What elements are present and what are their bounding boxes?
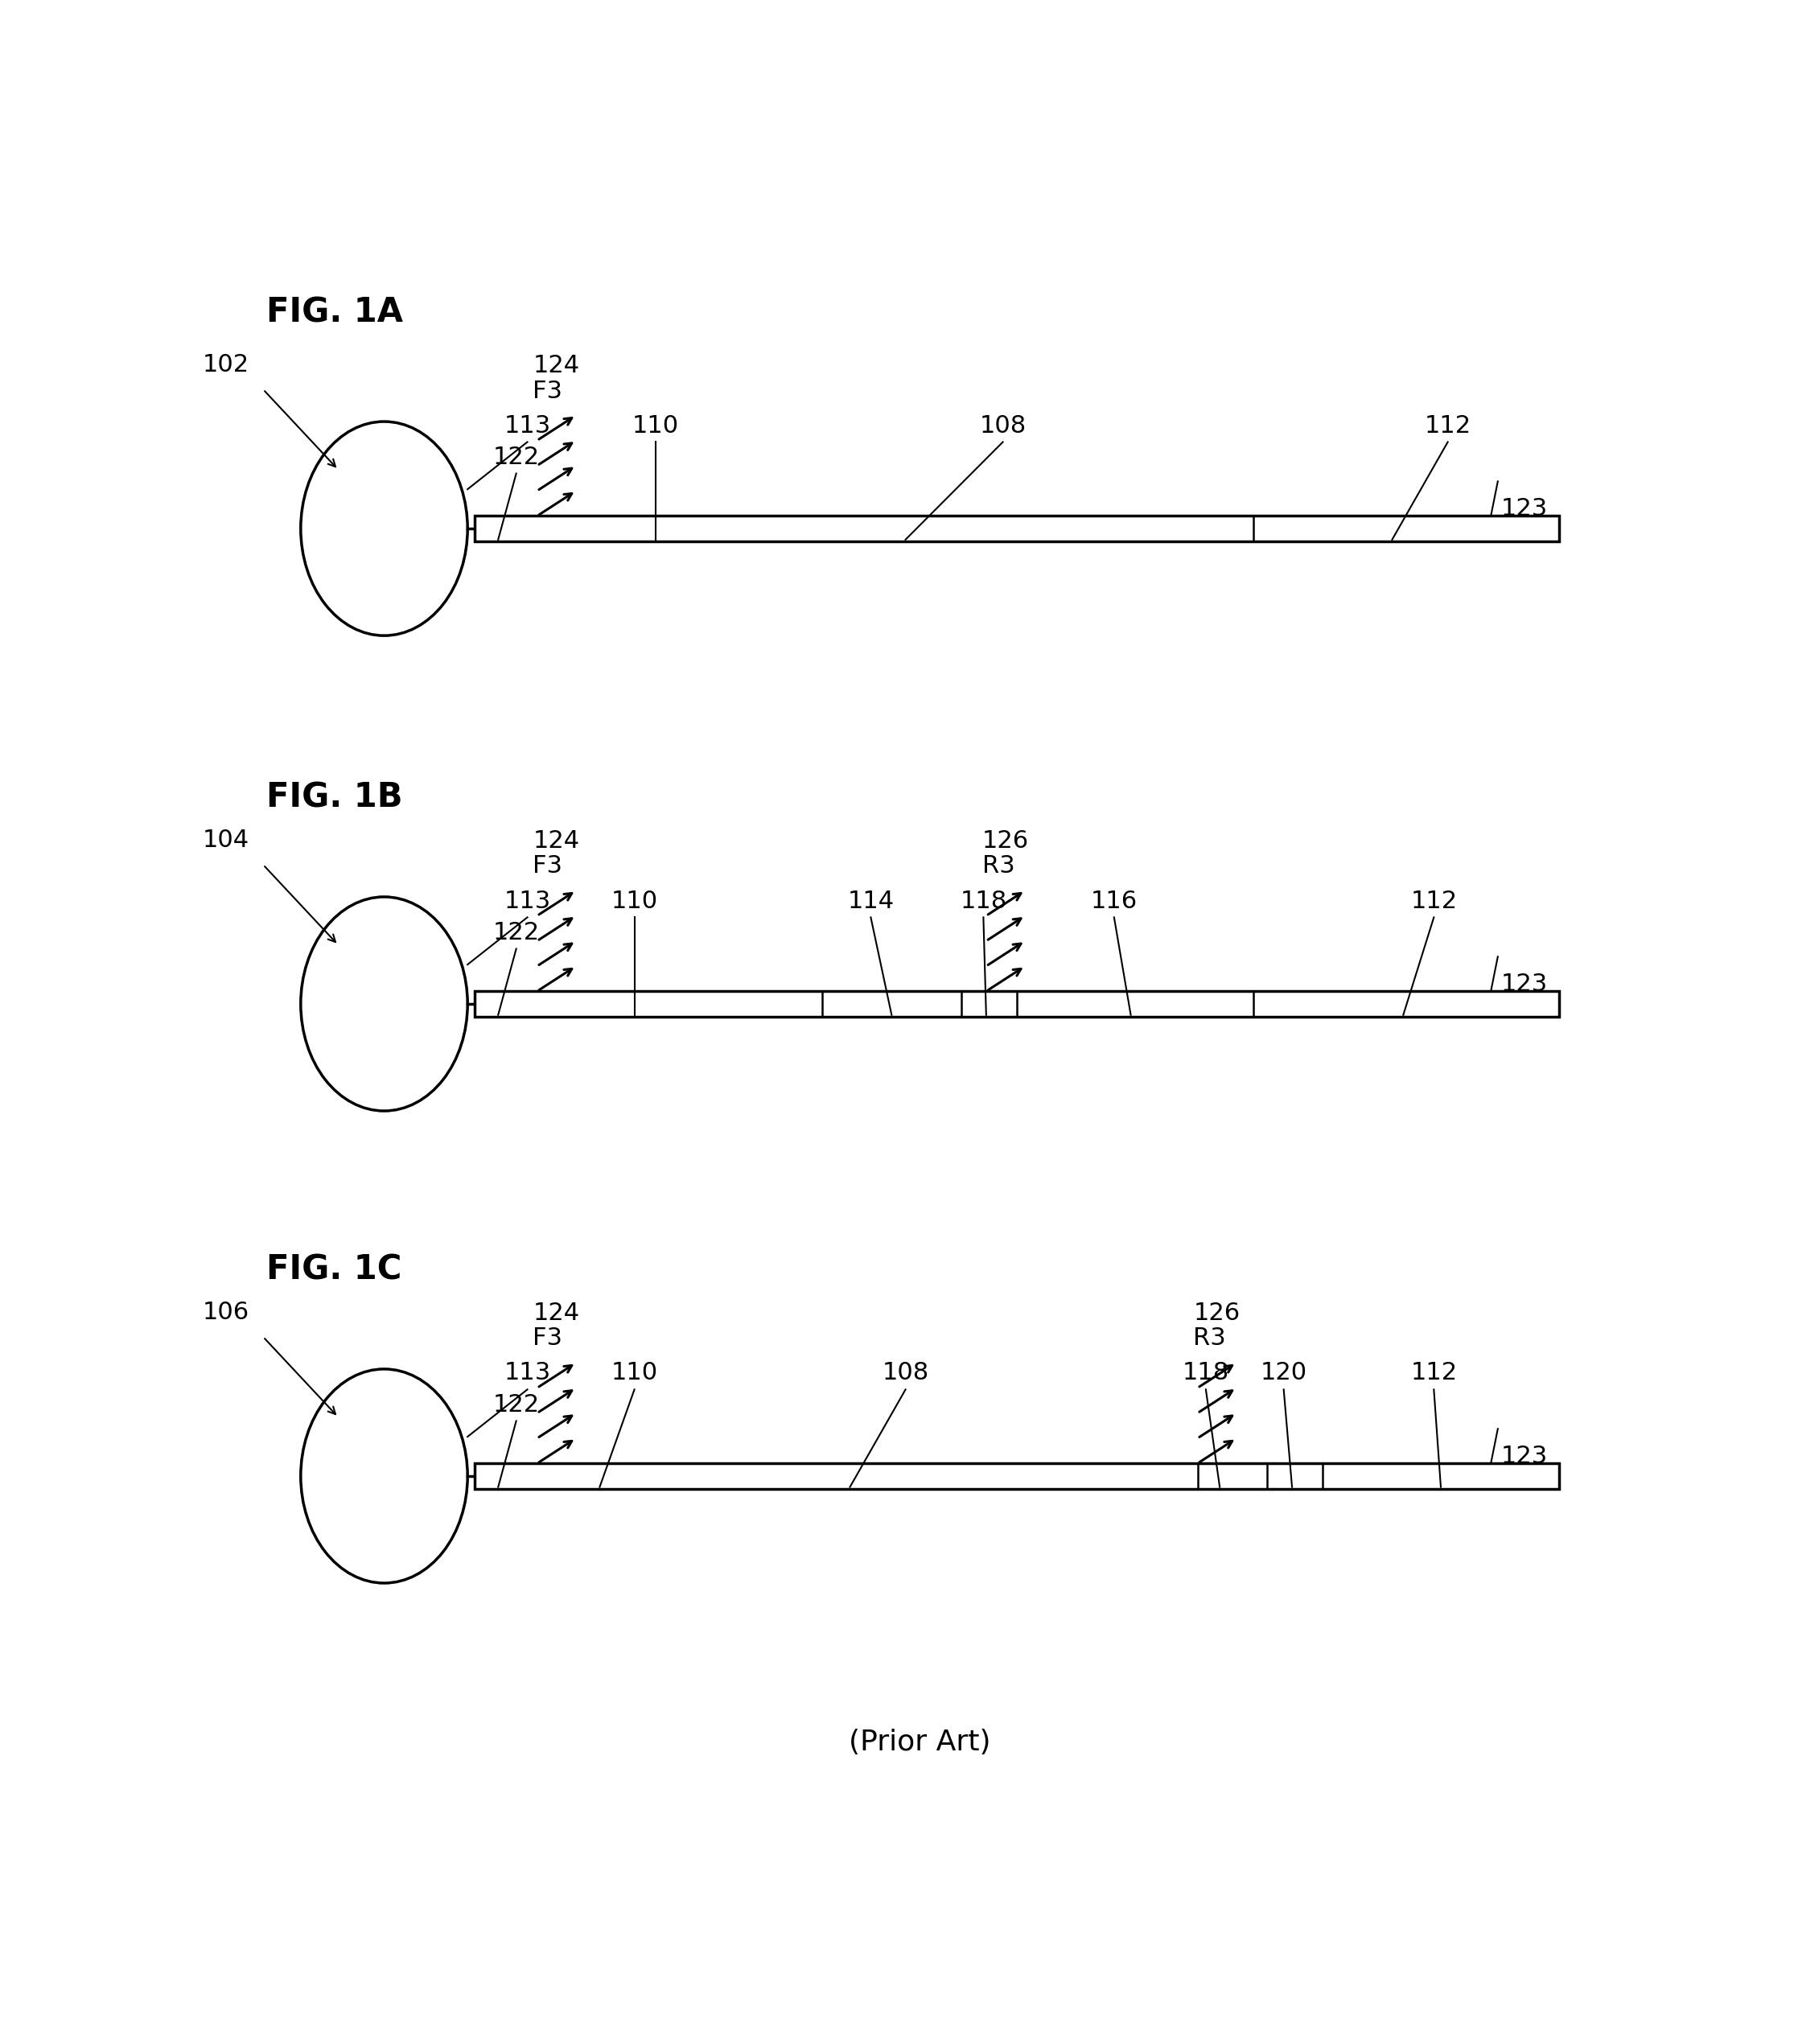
- Text: 126: 126: [1193, 1302, 1240, 1325]
- Text: 118: 118: [960, 889, 1006, 912]
- Text: 112: 112: [1410, 889, 1457, 912]
- Text: 114: 114: [847, 889, 893, 912]
- Text: F3: F3: [533, 380, 563, 403]
- Bar: [474, 1464, 1559, 1488]
- Text: 118: 118: [1182, 1361, 1229, 1384]
- Text: R3: R3: [981, 854, 1015, 879]
- Text: R3: R3: [1193, 1327, 1225, 1351]
- Text: 122: 122: [493, 920, 540, 944]
- Text: 104: 104: [203, 828, 249, 852]
- Text: 123: 123: [1500, 497, 1548, 521]
- Text: 122: 122: [493, 446, 540, 468]
- Text: 110: 110: [631, 415, 678, 437]
- Text: FIG. 1B: FIG. 1B: [266, 781, 402, 814]
- Text: 113: 113: [504, 1361, 551, 1384]
- Text: 122: 122: [493, 1392, 540, 1416]
- Text: 123: 123: [1500, 1445, 1548, 1468]
- Bar: [474, 991, 1559, 1016]
- Text: 108: 108: [980, 415, 1026, 437]
- Text: 110: 110: [612, 1361, 658, 1384]
- Text: 124: 124: [533, 830, 579, 852]
- Text: 124: 124: [533, 354, 579, 378]
- Text: 108: 108: [883, 1361, 929, 1384]
- Text: 116: 116: [1091, 889, 1137, 912]
- Text: F3: F3: [533, 1327, 563, 1351]
- Text: 124: 124: [533, 1302, 579, 1325]
- Text: 112: 112: [1424, 415, 1471, 437]
- Text: FIG. 1A: FIG. 1A: [266, 296, 402, 329]
- Text: F3: F3: [533, 854, 563, 879]
- Text: 112: 112: [1410, 1361, 1457, 1384]
- Text: FIG. 1C: FIG. 1C: [266, 1253, 402, 1286]
- Text: 113: 113: [504, 415, 551, 437]
- Text: 113: 113: [504, 889, 551, 912]
- Text: 120: 120: [1261, 1361, 1308, 1384]
- Text: 126: 126: [981, 830, 1028, 852]
- Text: 110: 110: [612, 889, 658, 912]
- Text: 106: 106: [203, 1300, 249, 1325]
- Text: 123: 123: [1500, 973, 1548, 995]
- Text: 102: 102: [203, 354, 249, 376]
- Bar: [474, 515, 1559, 542]
- Text: (Prior Art): (Prior Art): [849, 1729, 990, 1756]
